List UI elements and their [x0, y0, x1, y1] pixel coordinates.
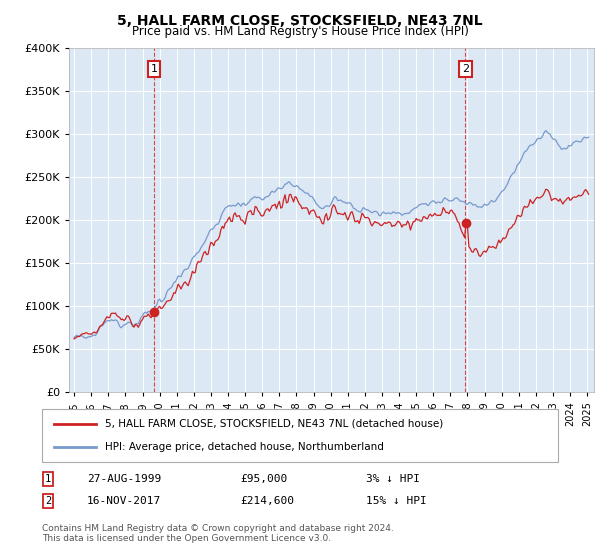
Text: 2: 2: [45, 496, 51, 506]
Text: £95,000: £95,000: [240, 474, 287, 484]
Text: 5, HALL FARM CLOSE, STOCKSFIELD, NE43 7NL: 5, HALL FARM CLOSE, STOCKSFIELD, NE43 7N…: [117, 14, 483, 28]
Text: 1: 1: [45, 474, 51, 484]
Text: HPI: Average price, detached house, Northumberland: HPI: Average price, detached house, Nort…: [105, 442, 384, 452]
Text: £214,600: £214,600: [240, 496, 294, 506]
Text: 2: 2: [462, 64, 469, 74]
Text: 27-AUG-1999: 27-AUG-1999: [87, 474, 161, 484]
Text: 15% ↓ HPI: 15% ↓ HPI: [366, 496, 427, 506]
Text: 5, HALL FARM CLOSE, STOCKSFIELD, NE43 7NL (detached house): 5, HALL FARM CLOSE, STOCKSFIELD, NE43 7N…: [105, 419, 443, 429]
Text: Price paid vs. HM Land Registry's House Price Index (HPI): Price paid vs. HM Land Registry's House …: [131, 25, 469, 38]
Text: 1: 1: [151, 64, 157, 74]
Text: 3% ↓ HPI: 3% ↓ HPI: [366, 474, 420, 484]
Text: 16-NOV-2017: 16-NOV-2017: [87, 496, 161, 506]
Text: Contains HM Land Registry data © Crown copyright and database right 2024.
This d: Contains HM Land Registry data © Crown c…: [42, 524, 394, 543]
